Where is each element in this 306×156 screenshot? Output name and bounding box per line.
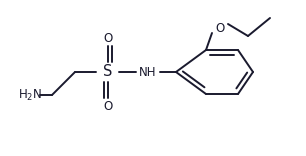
Text: H$_2$N: H$_2$N — [18, 88, 42, 102]
Text: O: O — [215, 22, 225, 34]
Text: O: O — [103, 100, 113, 112]
Text: O: O — [103, 32, 113, 44]
Text: S: S — [103, 64, 113, 80]
Text: NH: NH — [139, 66, 157, 78]
